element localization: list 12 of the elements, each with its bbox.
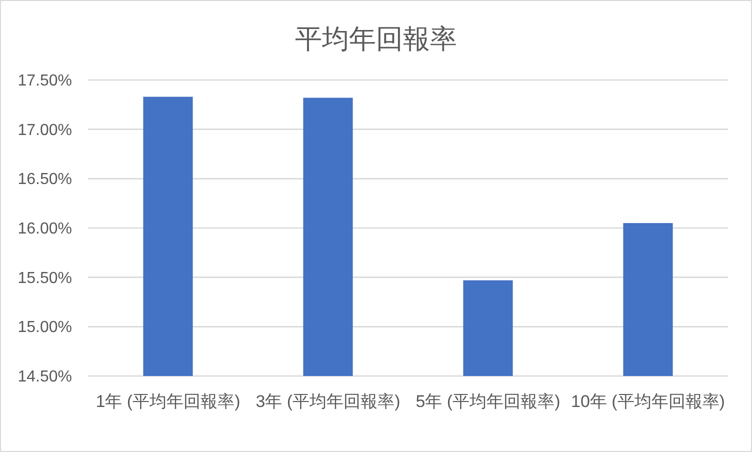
y-tick-label: 15.00% <box>18 319 72 336</box>
y-tick-label: 14.50% <box>18 368 72 386</box>
x-tick-label: 3年 (平均年回報率) <box>256 392 400 411</box>
title: 平均年回報率 <box>295 24 457 54</box>
y-tick-label: 17.50% <box>18 72 72 90</box>
y-tick-label: 17.00% <box>18 122 72 139</box>
x-tick-label: 5年 (平均年回報率) <box>416 392 560 411</box>
x-tick-label: 10年 (平均年回報率) <box>571 392 725 411</box>
y-tick-label: 16.00% <box>18 220 72 238</box>
y-tick-label: 15.50% <box>18 270 72 287</box>
x-tick-label: 1年 (平均年回報率) <box>96 392 240 411</box>
y-tick-label: 16.50% <box>18 171 72 188</box>
